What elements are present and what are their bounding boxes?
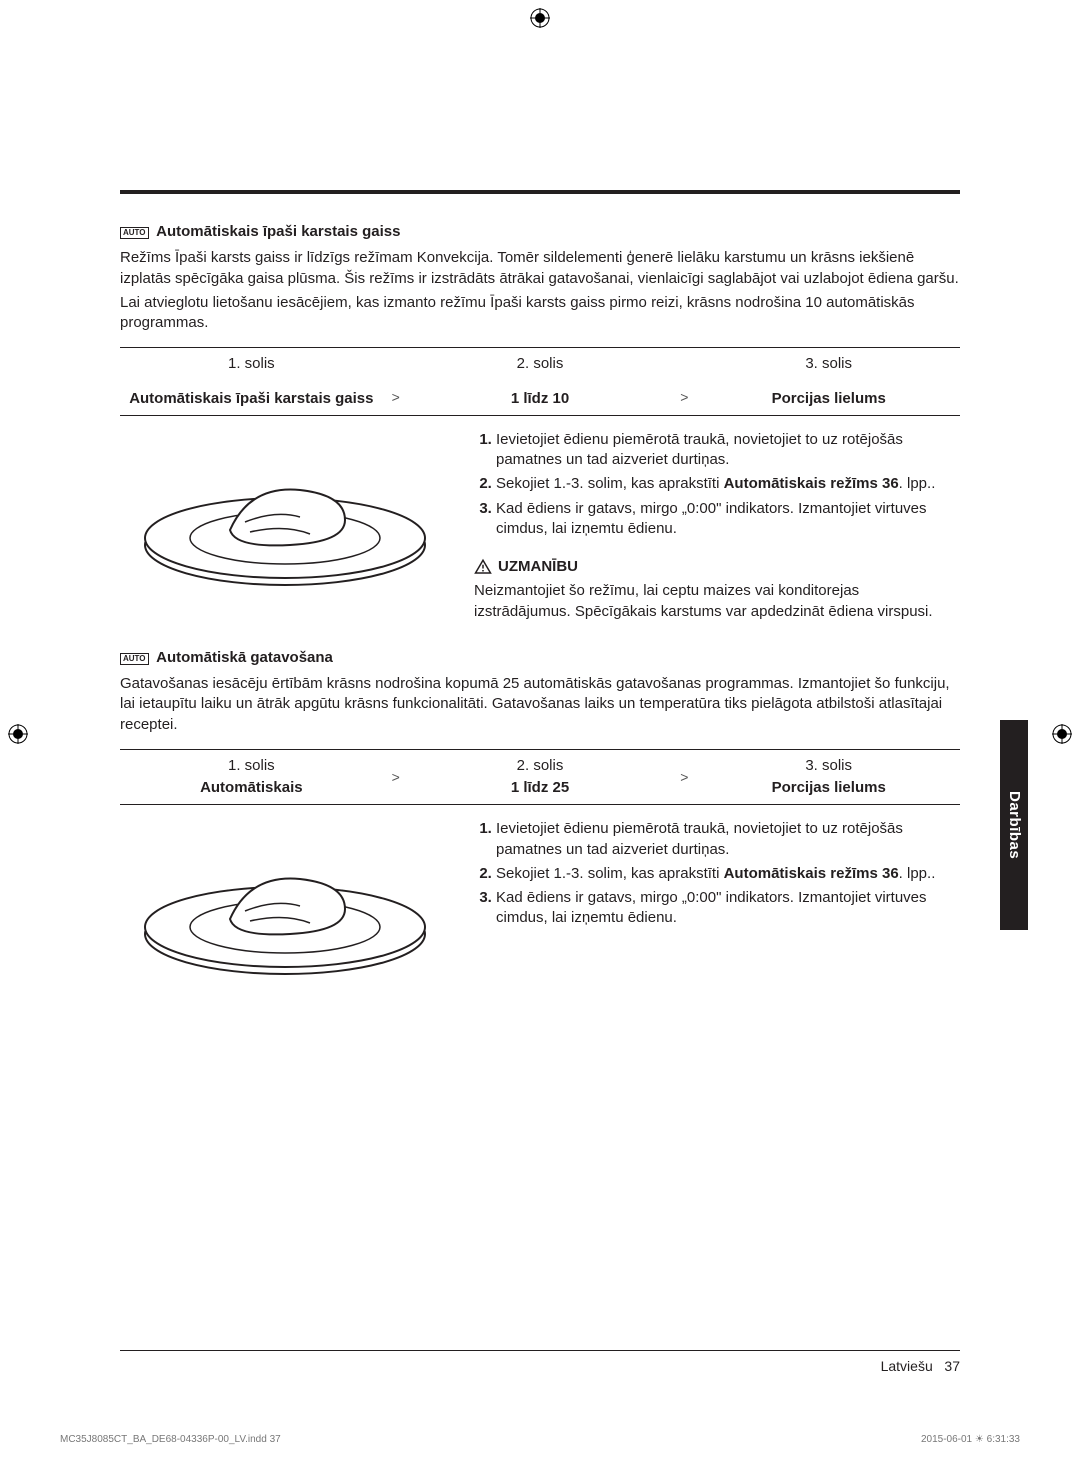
s2-step2-b: Automātiskais režīms 36 [724,865,899,882]
s1-c1-top: 1. solis [124,354,379,374]
warning-heading: UZMANĪBU [474,557,960,577]
warning-body: Neizmantojiet šo režīmu, lai ceptu maize… [474,581,960,622]
chevron-right-icon: > [671,750,697,805]
print-footer: MC35J8085CT_BA_DE68-04336P-00_LV.indd 37… [60,1433,1020,1447]
chevron-right-icon: > [383,750,409,805]
s2-step2-a: Sekojiet 1.-3. solim, kas aprakstīti [496,865,724,882]
s2-c2-sub: 1 līdz 25 [413,778,668,798]
s1-c3-sub: Porcijas lielums [701,389,956,409]
s1-c3-top: 3. solis [701,354,956,374]
section1-title-text: Automātiskais īpaši karstais gaiss [156,223,400,240]
print-filename: MC35J8085CT_BA_DE68-04336P-00_LV.indd 37 [60,1433,281,1447]
crop-mark-top [530,8,550,36]
section1-body: Režīms Īpaši karsts gaiss ir līdzīgs rež… [120,248,960,333]
s1-c2-top: 2. solis [413,354,668,374]
s1-step2-b: Automātiskais režīms 36 [724,475,899,492]
footer-page-number: 37 [944,1358,960,1374]
section2-ol: Ievietojiet ēdienu piemērotā traukā, nov… [474,819,960,928]
crop-mark-right [1052,724,1072,752]
auto-cook-icon: AUTO [120,653,149,665]
top-rule [120,190,960,194]
chevron-icon [671,348,697,380]
food-on-plate-illustration [120,430,450,595]
s2-c3-sub: Porcijas lielums [701,778,956,798]
auto-hot-air-icon: AUTO [120,227,149,239]
section2-steps-row1: 1. solis Automātiskais > 2. solis 1 līdz… [120,750,960,805]
s1-step2-c: . lpp.. [899,475,936,492]
section2-content-row: Ievietojiet ēdienu piemērotā traukā, nov… [120,819,960,984]
chevron-right-icon: > [671,381,697,415]
section1-title: AUTO Automātiskais īpaši karstais gaiss [120,222,960,242]
section1-right-col: Ievietojiet ēdienu piemērotā traukā, nov… [474,430,960,626]
section1-content-row: Ievietojiet ēdienu piemērotā traukā, nov… [120,430,960,626]
side-tab: Darbības [1000,720,1028,930]
s1-step3: Kad ēdiens ir gatavs, mirgo „0:00" indik… [496,499,960,540]
section1-para1: Režīms Īpaši karsts gaiss ir līdzīgs rež… [120,248,960,289]
s1-c2-sub: 1 līdz 10 [413,389,668,409]
section1-steps-row2: Automātiskais īpaši karstais gaiss > 1 l… [120,381,960,415]
warning-triangle-icon [474,558,492,576]
s1-step2-a: Sekojiet 1.-3. solim, kas aprakstīti [496,475,724,492]
section2-title: AUTO Automātiskā gatavošana [120,648,960,668]
s1-c1-sub: Automātiskais īpaši karstais gaiss [124,389,379,409]
s2-step3: Kad ēdiens ir gatavs, mirgo „0:00" indik… [496,888,960,929]
s2-c1-top: 1. solis [124,756,379,776]
section1-ol: Ievietojiet ēdienu piemērotā traukā, nov… [474,430,960,539]
section2-table-bottom [120,804,960,805]
section2-right-col: Ievietojiet ēdienu piemērotā traukā, nov… [474,819,960,984]
s2-c3-top: 3. solis [701,756,956,776]
s2-step2: Sekojiet 1.-3. solim, kas aprakstīti Aut… [496,864,960,884]
section2-title-text: Automātiskā gatavošana [156,649,333,666]
section1-steps-row1: 1. solis 2. solis 3. solis [120,348,960,380]
print-timestamp: 2015-06-01 ☀ 6:31:33 [921,1433,1020,1447]
section2-para: Gatavošanas iesācēju ērtībām krāsns nodr… [120,674,960,735]
s1-step2: Sekojiet 1.-3. solim, kas aprakstīti Aut… [496,474,960,494]
warning-title-text: UZMANĪBU [498,557,578,577]
section1-para2: Lai atvieglotu lietošanu iesācējiem, kas… [120,293,960,334]
s2-step1: Ievietojiet ēdienu piemērotā traukā, nov… [496,819,960,860]
s2-step2-c: . lpp.. [899,865,936,882]
chevron-right-icon: > [383,381,409,415]
page-content: AUTO Automātiskais īpaši karstais gaiss … [120,190,960,984]
crop-mark-left [8,724,28,752]
section1-table-bottom [120,415,960,416]
s1-step1: Ievietojiet ēdienu piemērotā traukā, nov… [496,430,960,471]
page-footer: Latviešu 37 [120,1350,960,1376]
food-on-plate-illustration [120,819,450,984]
footer-language: Latviešu [881,1358,933,1374]
s2-c2-top: 2. solis [413,756,668,776]
s2-c1-sub: Automātiskais [124,778,379,798]
chevron-icon [383,348,409,380]
